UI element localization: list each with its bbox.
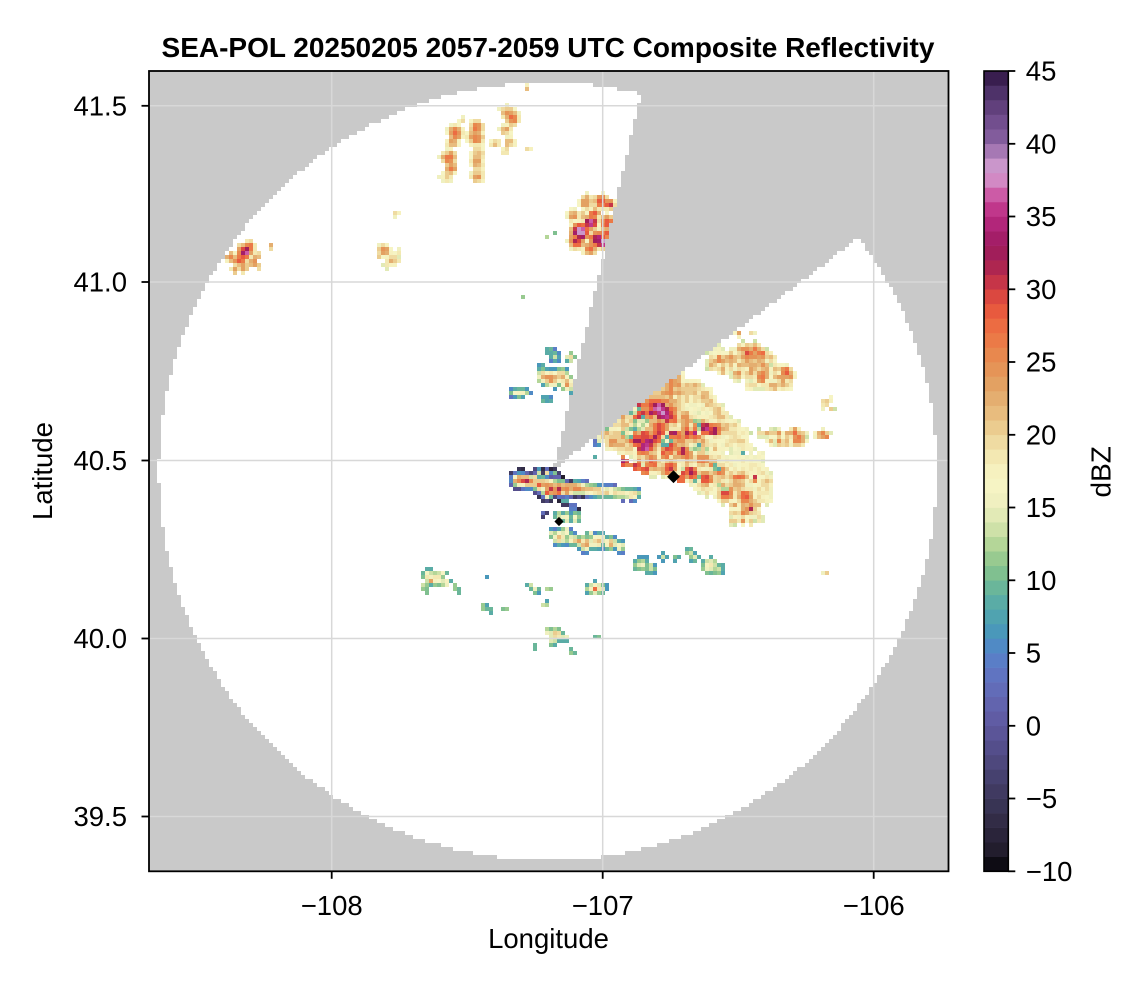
svg-text:40.0: 40.0 — [73, 623, 127, 654]
svg-text:41.0: 41.0 — [73, 267, 127, 298]
svg-text:20: 20 — [1026, 420, 1057, 451]
svg-text:40: 40 — [1026, 129, 1057, 160]
svg-text:10: 10 — [1026, 565, 1057, 596]
svg-text:41.5: 41.5 — [73, 91, 127, 122]
svg-text:−5: −5 — [1026, 783, 1057, 814]
svg-text:39.5: 39.5 — [73, 801, 127, 832]
svg-text:35: 35 — [1026, 201, 1057, 232]
svg-text:30: 30 — [1026, 274, 1057, 305]
svg-text:5: 5 — [1026, 638, 1041, 669]
svg-text:Latitude: Latitude — [27, 422, 58, 520]
svg-text:0: 0 — [1026, 711, 1041, 742]
svg-text:45: 45 — [1026, 56, 1057, 87]
svg-text:−107: −107 — [572, 890, 634, 921]
svg-text:−10: −10 — [1026, 856, 1073, 887]
svg-text:SEA-POL 20250205 2057-2059 UTC: SEA-POL 20250205 2057-2059 UTC Composite… — [162, 32, 935, 63]
svg-text:dBZ: dBZ — [1086, 446, 1117, 497]
svg-text:−108: −108 — [301, 890, 363, 921]
svg-text:25: 25 — [1026, 347, 1057, 378]
svg-text:Longitude: Longitude — [488, 923, 609, 954]
svg-text:15: 15 — [1026, 492, 1057, 523]
svg-text:40.5: 40.5 — [73, 445, 127, 476]
svg-text:−106: −106 — [843, 890, 905, 921]
